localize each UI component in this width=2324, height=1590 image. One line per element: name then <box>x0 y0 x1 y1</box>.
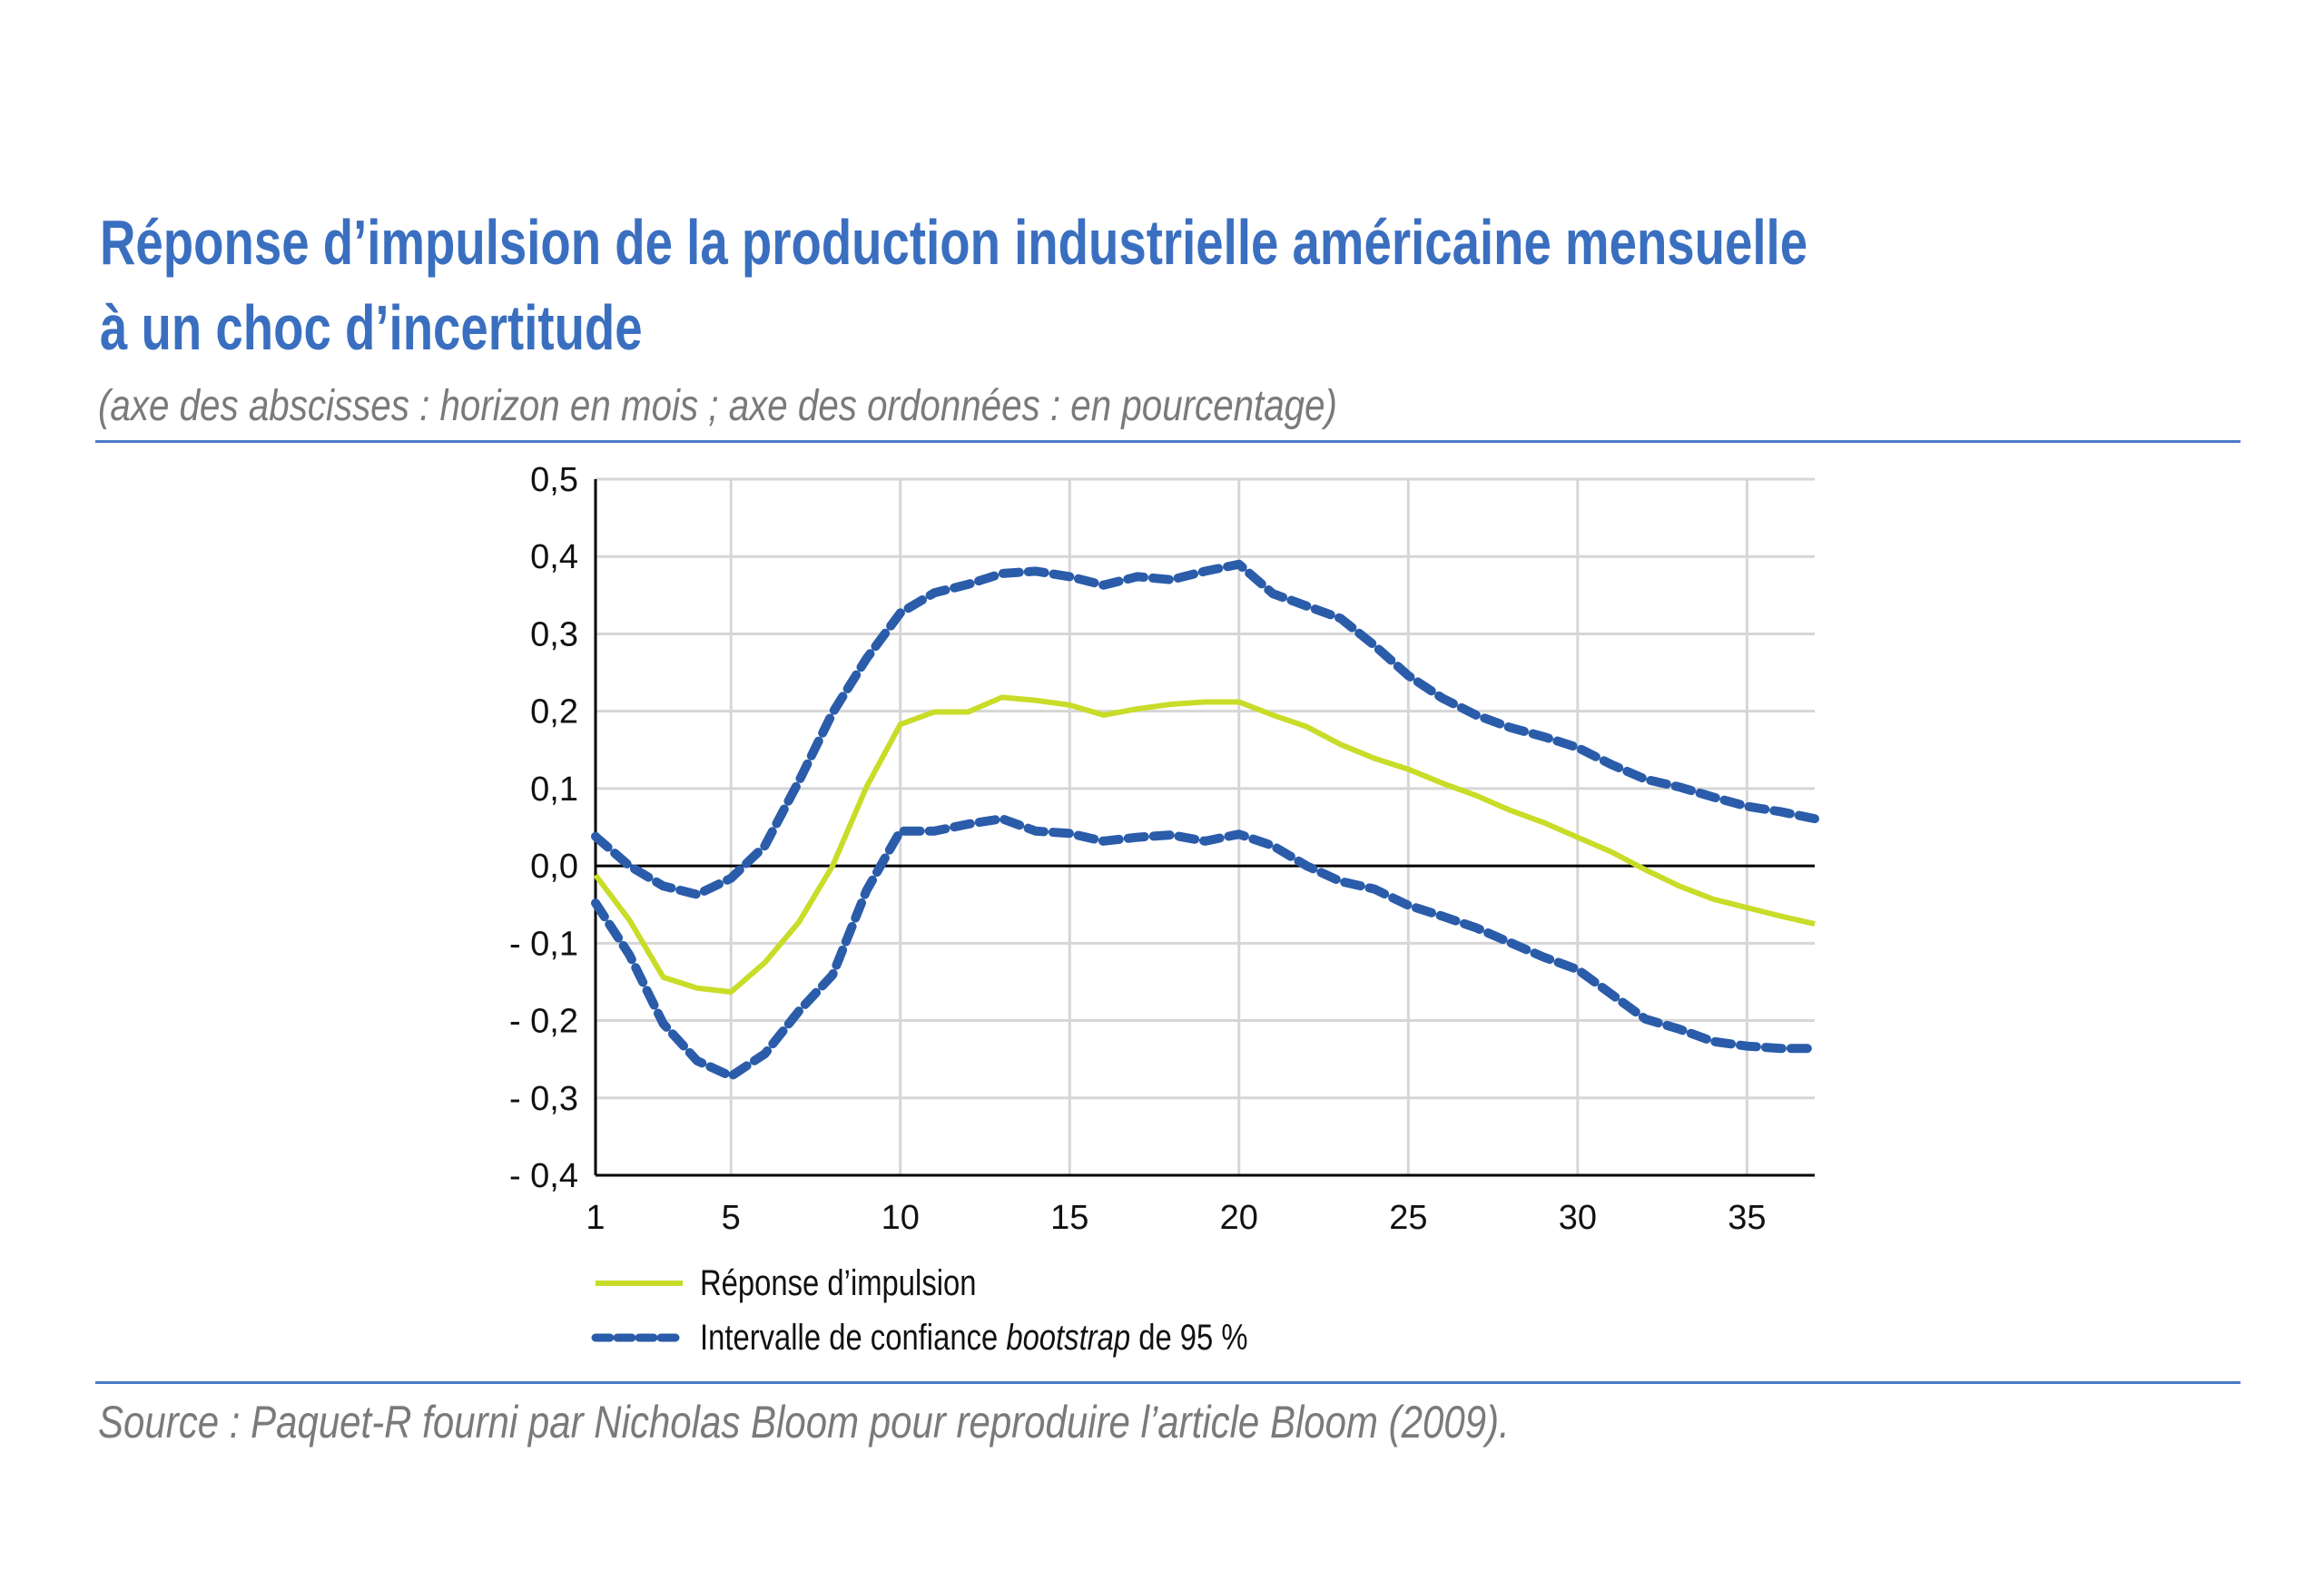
series-lines <box>591 559 1819 1081</box>
legend-interval-suffix: de 95 % <box>1130 1318 1248 1358</box>
series-line-lower-bound <box>591 814 1819 1081</box>
series-line-response <box>593 694 1816 996</box>
x-tick-label: 1 <box>586 1199 605 1237</box>
y-tick-label: 0,0 <box>530 848 578 886</box>
chart-title-line-1: Réponse d’impulsion de la production ind… <box>100 207 1808 278</box>
y-tick-label: 0,1 <box>530 770 578 809</box>
y-tick-label: - 0,2 <box>509 1003 578 1041</box>
y-tick-label: - 0,1 <box>509 925 578 963</box>
x-tick-label: 20 <box>1220 1199 1258 1237</box>
x-tick-label: 5 <box>722 1199 741 1237</box>
y-tick-label: 0,4 <box>530 538 578 576</box>
y-tick-label: 0,3 <box>530 615 578 653</box>
legend-label-interval: Intervalle de confiance bootstrap de 95 … <box>700 1318 1248 1359</box>
legend-interval-italic: bootstrap <box>1006 1318 1131 1358</box>
x-tick-label: 35 <box>1728 1199 1766 1237</box>
source-note: Source : Paquet-R fourni par Nicholas Bl… <box>98 1397 1510 1448</box>
chart-title-line-2: à un choc d’incertitude <box>100 292 643 363</box>
bottom-divider <box>95 1381 2240 1384</box>
top-divider <box>95 440 2240 443</box>
series-line-upper-bound <box>591 559 1819 899</box>
y-tick-label: - 0,3 <box>509 1080 578 1118</box>
y-tick-label: 0,2 <box>530 693 578 731</box>
tick-labels: 0,50,40,30,20,10,0- 0,1- 0,2- 0,3- 0,41 5… <box>509 461 1767 1237</box>
x-tick-label: 25 <box>1389 1199 1427 1237</box>
x-tick-label: 15 <box>1050 1199 1088 1237</box>
x-tick-label: 30 <box>1559 1199 1597 1237</box>
legend-interval-prefix: Intervalle de confiance <box>700 1318 1007 1358</box>
x-tick-label: 10 <box>881 1199 920 1237</box>
y-tick-label: - 0,4 <box>509 1157 578 1195</box>
y-tick-label: 0,5 <box>530 461 578 499</box>
chart-subtitle: (axe des abscisses : horizon en mois ; a… <box>98 382 1337 430</box>
legend-label-response: Réponse d’impulsion <box>700 1263 977 1303</box>
axes <box>594 479 1815 1177</box>
